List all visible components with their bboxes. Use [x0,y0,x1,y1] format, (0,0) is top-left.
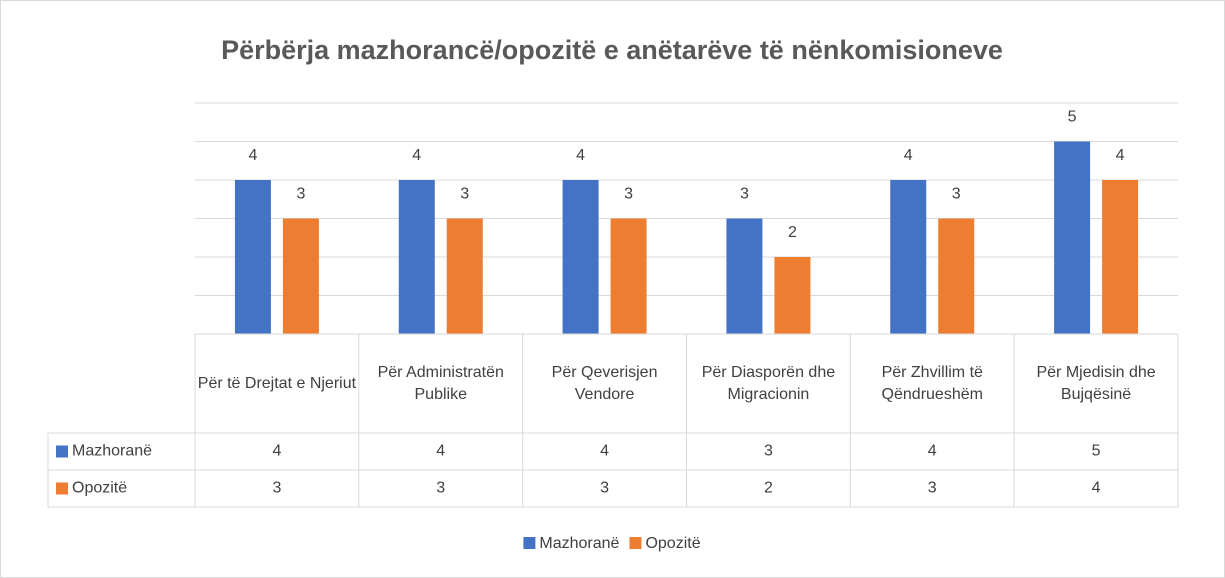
table-legend-key [56,482,68,495]
legend: Mazhoranë Opozitë [523,535,701,552]
table-value: 3 [928,480,937,497]
x-tick-label: Për Zhvillim të Qëndrueshëm [881,363,983,403]
category-cell: Për Administratën Publike [377,363,504,403]
legend-label: Opozitë [645,535,700,552]
category-cell: Për Zhvillim të Qëndrueshëm [881,363,983,403]
bar [610,218,647,334]
data-label: 4 [1116,147,1125,164]
data-label: 4 [576,147,585,164]
table-series-name: Opozitë [72,480,127,497]
x-tick-label: Për Administratën Publike [377,363,504,403]
bar [1102,180,1139,334]
legend-key [629,537,642,549]
data-label: 5 [1068,109,1077,126]
table-value: 3 [600,480,609,497]
table-value: 4 [600,443,609,460]
bar [726,218,763,334]
table-value: 2 [764,480,773,497]
category-cell: Për të Drejtat e Njeriut [197,374,357,392]
data-label: 3 [296,186,305,203]
table-value: 3 [436,480,445,497]
bar [446,218,483,334]
bar [890,180,927,334]
category-cell: Për Qeverisjen Vendore [551,363,658,403]
bar [282,218,319,334]
chart-title: Përbërja mazhorancë/opozitë e anëtarëve … [221,35,1003,65]
table-series-name: Mazhoranë [72,443,152,460]
bar [562,180,599,334]
data-label: 3 [460,186,469,203]
data-label: 3 [740,186,749,203]
data-label: 3 [952,186,961,203]
data-label: 4 [904,147,913,164]
legend-label: Mazhoranë [539,535,619,552]
category-cell: Për Mjedisin dhe Bujqësinë [1036,363,1156,403]
table-value: 5 [1092,443,1101,460]
table-value: 4 [1092,480,1101,497]
table-legend-key [56,445,68,458]
data-label: 4 [248,147,257,164]
x-tick-label: Për Diasporën dhe Migracionin [701,363,836,403]
bar [398,180,435,334]
x-tick-label: Për Qeverisjen Vendore [551,363,658,403]
bar [234,180,271,334]
x-tick-label: Për të Drejtat e Njeriut [197,374,357,392]
data-label: 4 [412,147,421,164]
bar [774,257,811,334]
table-value: 3 [764,443,773,460]
legend-key [523,537,536,549]
x-tick-label: Për Mjedisin dhe Bujqësinë [1036,363,1156,403]
category-cell: Për Diasporën dhe Migracionin [701,363,836,403]
bar [1054,141,1091,334]
data-label: 2 [788,224,797,241]
table-value: 4 [272,443,281,460]
table-value: 4 [436,443,445,460]
data-label: 3 [624,186,633,203]
table-value: 4 [928,443,937,460]
bar [938,218,975,334]
table-value: 3 [272,480,281,497]
